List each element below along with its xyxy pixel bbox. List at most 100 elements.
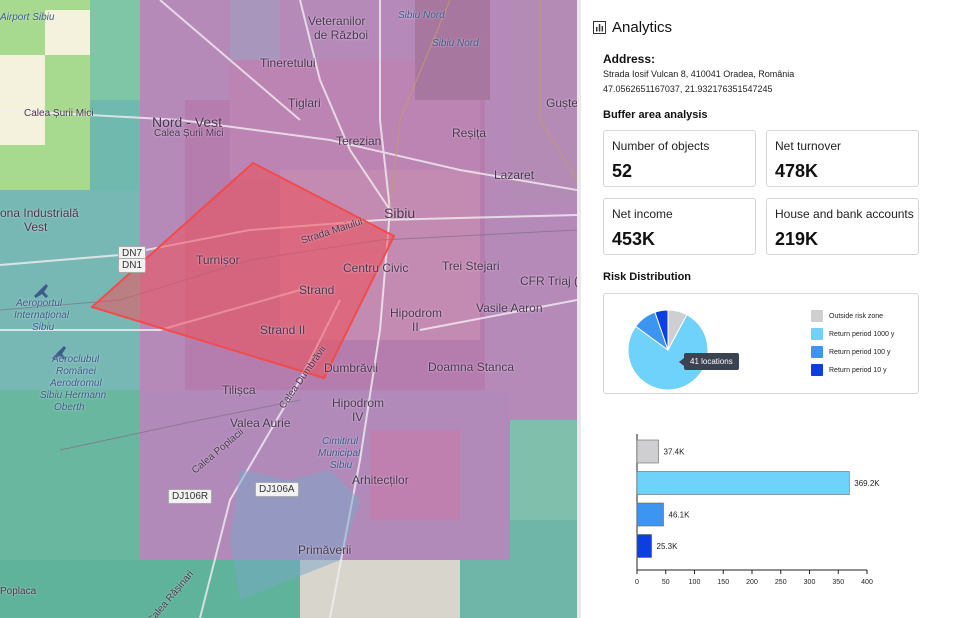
map-label-aeroclubul-4: Sibiu Hermann <box>40 390 107 401</box>
road-badge-dn7: DN7 <box>118 246 147 261</box>
bar-value-label: 37.4K <box>664 448 686 457</box>
map-label-hipodrom-ii: Hipodrom <box>390 306 443 320</box>
map-label-aeroportul-2: Internațional <box>14 310 70 321</box>
map-label-sibiu: Sibiu <box>384 205 416 221</box>
legend-label: Return period 1000 y <box>829 330 895 338</box>
map-label-arhitectilor: Arhitecților <box>352 473 409 487</box>
bar-value-label: 25.3K <box>657 542 679 551</box>
panel-header: Analytics <box>593 19 672 36</box>
map-label-strand: Strand <box>299 283 335 297</box>
pie-slice-3[interactable] <box>654 309 669 351</box>
map-label-aeroportul-1: Aeroportul <box>16 298 63 309</box>
bar-0[interactable] <box>636 439 659 464</box>
card-value: 453K <box>612 229 656 249</box>
map-view[interactable]: Airport Sibiu Veteranilor de Război Sibi… <box>0 0 577 618</box>
x-tick-label: 200 <box>746 579 758 586</box>
map-label-calea-surii-mici-1: Calea Șurii Mici <box>24 108 94 119</box>
map-label-aeroclubul-1: Aeroclubul <box>52 354 100 365</box>
road-badge-dj106a: DJ106A <box>255 482 299 497</box>
card-value: 219K <box>775 229 819 249</box>
map-label-hipodrom-iv: Hipodrom <box>332 396 385 410</box>
card-label: House and bank accounts <box>775 207 914 221</box>
map-label-strand-ii: Strand II <box>260 323 306 337</box>
legend-return-1000[interactable]: Return period 1000 y <box>811 328 894 340</box>
map-label-valea-aurie: Valea Aurie <box>230 416 291 430</box>
legend-outside-risk-zone[interactable]: Outside risk zone <box>811 310 883 322</box>
card-label: Net turnover <box>775 139 842 153</box>
bar-3[interactable] <box>636 534 652 558</box>
legend-label: Return period 100 y <box>829 348 891 356</box>
road-badge-dn1: DN1 <box>118 258 147 273</box>
coordinates-line: 47.0562651167037, 21.932176351547245 <box>603 84 773 94</box>
map-label-aeroclubul-5: Oberth <box>54 402 85 413</box>
x-tick-label: 150 <box>717 579 729 586</box>
x-tick-label: 0 <box>635 579 639 586</box>
legend-swatch <box>811 346 823 358</box>
x-tick-label: 250 <box>775 579 787 586</box>
map-label-lazaret: Lazaret <box>494 168 535 182</box>
buffer-polygon[interactable] <box>90 161 396 380</box>
panel-divider[interactable] <box>577 0 581 618</box>
risk-pie-chart[interactable] <box>624 300 724 400</box>
card-number-of-objects: Number of objects 52 <box>603 130 756 187</box>
map-label-doamna-stanca: Doamna Stanca <box>428 360 515 374</box>
bar-value-label: 369.2K <box>854 479 880 488</box>
road-badge-dj106r: DJ106R <box>168 489 213 504</box>
card-label: Number of objects <box>612 139 710 153</box>
map-label-resita: Reșița <box>452 126 487 140</box>
map-label-nord-vest: Nord - Vest <box>152 114 223 130</box>
map-label-zona-industriala: ona Industrială <box>0 206 79 220</box>
legend-return-100[interactable]: Return period 100 y <box>811 346 890 358</box>
legend-swatch <box>811 310 823 322</box>
map-label-terezian: Terezian <box>336 134 382 148</box>
legend-label: Return period 10 y <box>829 366 887 374</box>
risk-bar-chart[interactable]: 37.4K 369.2K 46.1K 25.3K 0 50 100 150 200 250 300 3… <box>610 430 890 590</box>
card-net-income: Net income 453K <box>603 198 756 255</box>
map-label-tilisca: Tilișca <box>222 383 256 397</box>
map-label-vest: Vest <box>24 220 48 234</box>
map-label-dumbravii: Dumbrăvii <box>324 361 379 375</box>
legend-label: Outside risk zone <box>829 312 884 320</box>
pie-slice-1[interactable] <box>627 314 709 391</box>
map-canvas[interactable] <box>0 0 577 618</box>
map-label-hipodrom-iv-num: IV <box>352 410 364 424</box>
bar-1[interactable] <box>636 471 850 495</box>
map-label-veteranilor: Veteranilor <box>308 14 366 28</box>
legend-return-10[interactable]: Return period 10 y <box>811 364 887 376</box>
card-value: 52 <box>612 161 633 181</box>
map-label-tineretului: Tineretului <box>260 56 316 70</box>
airfield-icon <box>52 346 66 360</box>
map-label-cimitir-3: Sibiu <box>330 460 353 471</box>
map-label-cimitir-2: Municipal <box>318 448 361 459</box>
map-label-tiglari: Țiglari <box>288 96 321 110</box>
legend-swatch <box>811 328 823 340</box>
risk-distribution-box: 41 locations Outside risk zone Return pe… <box>603 293 919 394</box>
legend-swatch <box>811 364 823 376</box>
card-value: 478K <box>775 161 819 181</box>
buffer-analysis-title: Buffer area analysis <box>603 109 708 121</box>
map-label-aeroportul-3: Sibiu <box>32 322 55 333</box>
card-label: Net income <box>612 207 673 221</box>
card-net-turnover: Net turnover 478K <box>766 130 919 187</box>
bar-value-label: 46.1K <box>669 511 691 520</box>
airport-icon <box>34 284 48 298</box>
x-tick-label: 50 <box>662 579 670 586</box>
x-tick-label: 400 <box>861 579 873 586</box>
x-tick-label: 100 <box>689 579 701 586</box>
map-label-centru-civic: Centru Civic <box>343 261 409 275</box>
map-label-de-razboi: de Război <box>314 28 369 42</box>
map-label-turnisor: Turnișor <box>196 253 240 267</box>
map-label-primaverii: Primăverii <box>298 543 352 557</box>
map-label-cimitir-1: Cimitirul <box>322 436 359 447</box>
risk-distribution-title: Risk Distribution <box>603 271 692 283</box>
map-label-aeroclubul-2: Românei <box>56 366 97 377</box>
map-label-cfr-triaj: CFR Triaj (E <box>520 274 577 288</box>
address-line: Strada Iosif Vulcan 8, 410041 Oradea, Ro… <box>603 69 795 79</box>
panel-title: Analytics <box>612 19 673 36</box>
map-label-aeroclubul-3: Aerodromul <box>50 378 102 389</box>
pie-tooltip: 41 locations <box>679 353 739 370</box>
bar-chart-icon <box>593 21 606 34</box>
bar-2[interactable] <box>636 502 664 527</box>
map-label-guste: Guște <box>546 96 577 110</box>
x-tick-label: 300 <box>804 579 816 586</box>
